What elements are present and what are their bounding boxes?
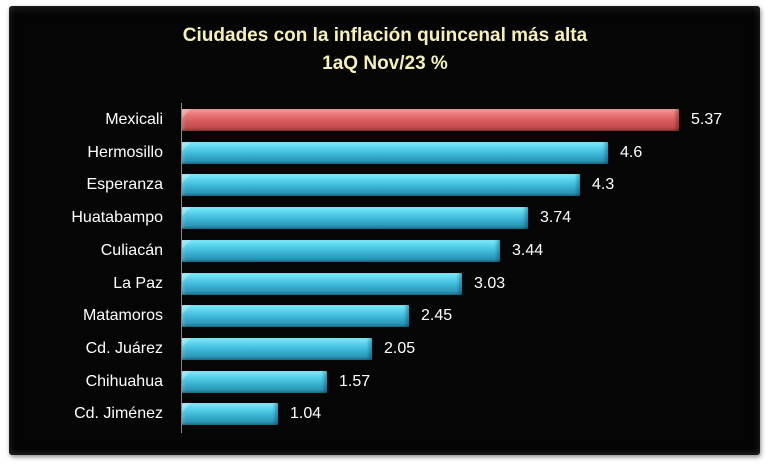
value-label: 1.57 — [339, 372, 371, 390]
bar — [182, 370, 327, 393]
bar — [182, 174, 580, 197]
category-label: Cd. Jiménez — [74, 405, 163, 423]
bar-row: La Paz 3.03 — [0, 272, 770, 295]
category-label: Cd. Juárez — [85, 339, 163, 357]
chart-panel — [9, 6, 760, 455]
chart-title-line1: Ciudades con la inflación quincenal más … — [182, 25, 588, 46]
bar-row: Chihuahua 1.57 — [0, 370, 770, 393]
chart-subtitle: 1aQ Nov/23 % — [322, 53, 448, 74]
bar — [182, 141, 608, 164]
bar-row: Cd. Jiménez 1.04 — [0, 403, 770, 426]
category-label: Culiacán — [100, 241, 163, 259]
bar-row: Culiacán 3.44 — [0, 239, 770, 262]
bar-row: Hermosillo 4.6 — [0, 141, 770, 164]
value-label: 5.37 — [691, 111, 723, 128]
bar — [182, 239, 500, 262]
bar-row: Cd. Juárez 2.05 — [0, 337, 770, 360]
value-label: 4.6 — [620, 143, 643, 161]
value-label: 2.05 — [384, 339, 416, 357]
category-label: Hermosillo — [87, 143, 163, 161]
value-label: 2.45 — [421, 307, 453, 325]
value-label: 1.04 — [290, 405, 322, 423]
bar-row: Mexicali 5.37 — [0, 109, 770, 131]
value-label: 3.74 — [540, 209, 572, 227]
category-label: Huatabampo — [71, 209, 163, 227]
bar-highlight — [182, 109, 679, 131]
bar — [182, 337, 372, 360]
bar — [182, 207, 528, 230]
value-label: 3.44 — [512, 241, 544, 259]
bar — [182, 403, 278, 426]
bar-row: Huatabampo 3.74 — [0, 207, 770, 230]
bar-row: Esperanza 4.3 — [0, 174, 770, 197]
value-label: 4.3 — [592, 176, 615, 194]
bar — [182, 305, 409, 328]
category-label: Matamoros — [82, 307, 163, 325]
category-label: Mexicali — [105, 111, 163, 128]
category-label: Esperanza — [86, 176, 164, 194]
value-label: 3.03 — [474, 274, 506, 292]
category-label: La Paz — [113, 274, 163, 292]
bar-row: Matamoros 2.45 — [0, 305, 770, 328]
bar — [182, 272, 462, 295]
chart-title: Ciudades con la inflación quincenal más … — [0, 22, 770, 78]
category-axis-line — [181, 103, 182, 433]
category-label: Chihuahua — [85, 372, 163, 390]
